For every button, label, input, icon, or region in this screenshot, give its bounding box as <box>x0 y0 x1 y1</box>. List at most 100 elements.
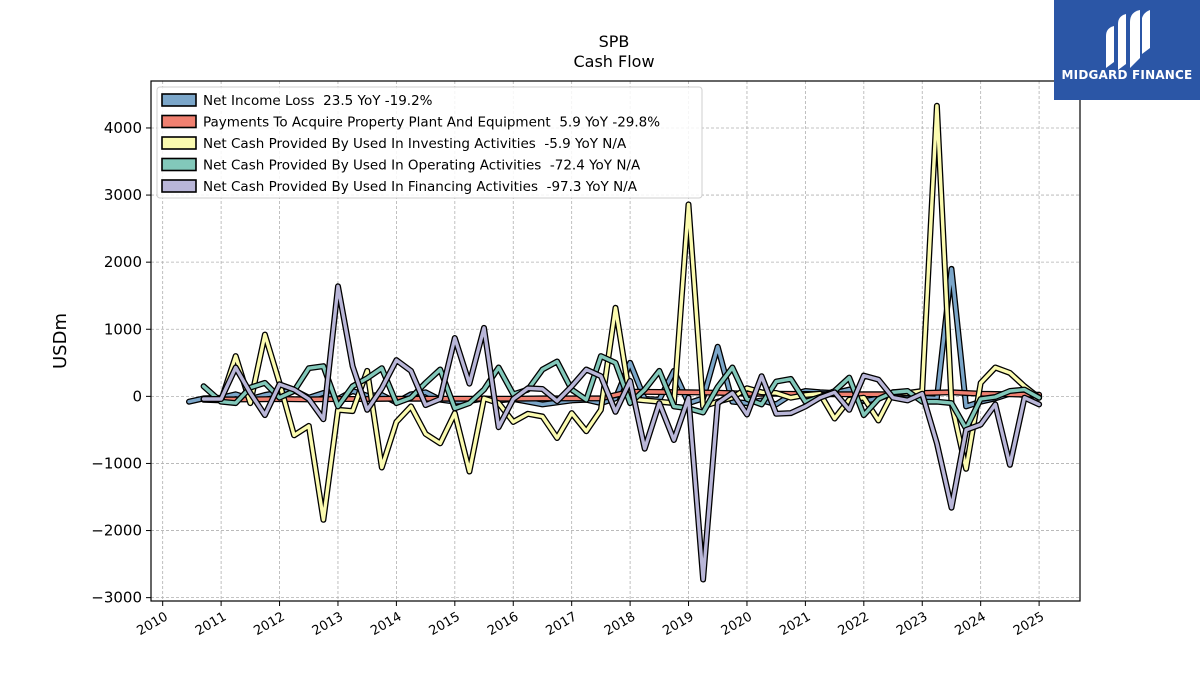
data-point <box>614 306 617 309</box>
data-point <box>453 412 456 415</box>
data-point <box>249 391 252 394</box>
data-point <box>307 424 310 427</box>
data-point <box>570 412 573 415</box>
data-point <box>702 578 705 581</box>
y-tick-label: 3000 <box>104 186 142 204</box>
data-point <box>950 267 953 270</box>
series-line <box>201 354 1041 431</box>
x-tick-label: 2015 <box>427 609 463 639</box>
data-point <box>263 333 266 336</box>
data-point <box>526 387 529 390</box>
data-point <box>497 426 500 429</box>
x-tick-label: 2025 <box>1011 609 1047 639</box>
data-point <box>745 413 748 416</box>
data-point <box>556 360 559 363</box>
legend-swatch <box>161 93 197 107</box>
data-point <box>877 378 880 381</box>
data-point <box>424 391 427 394</box>
data-point <box>278 383 281 386</box>
series-layer <box>186 102 1043 583</box>
x-tick-label: 2020 <box>719 609 755 639</box>
x-tick-label: 2017 <box>544 609 580 639</box>
data-point <box>570 397 573 400</box>
data-point <box>950 506 953 509</box>
data-point <box>234 366 237 369</box>
data-point <box>263 414 266 417</box>
data-point <box>965 405 968 408</box>
data-point <box>322 365 325 368</box>
data-point <box>468 382 471 385</box>
data-point <box>979 423 982 426</box>
data-point <box>585 430 588 433</box>
data-point <box>643 447 646 450</box>
legend-label: Net Income Loss 23.5 YoY -19.2% <box>203 93 433 109</box>
data-point <box>643 388 646 391</box>
data-point <box>395 359 398 362</box>
y-tick-label: 2000 <box>104 253 142 271</box>
data-point <box>556 400 559 403</box>
legend-swatch <box>161 114 197 129</box>
data-point <box>658 402 661 405</box>
data-point <box>234 402 237 405</box>
data-point <box>424 432 427 435</box>
data-point <box>862 414 865 417</box>
y-tick-label: 1000 <box>104 320 142 338</box>
data-point <box>745 387 748 390</box>
chart-title: SPB <box>599 32 630 51</box>
data-point <box>512 420 515 423</box>
data-point <box>702 411 705 414</box>
x-tick-label: 2011 <box>193 609 229 639</box>
data-point <box>687 391 690 394</box>
data-point <box>293 388 296 391</box>
legend: Net Income Loss 23.5 YoY -19.2% Payments … <box>156 86 703 199</box>
data-point <box>541 387 544 390</box>
x-tick-label: 2021 <box>777 609 813 639</box>
data-point <box>439 442 442 445</box>
x-tick-label: 2024 <box>953 609 989 639</box>
data-point <box>541 403 544 406</box>
data-point <box>877 397 880 400</box>
data-point <box>322 418 325 421</box>
data-point <box>293 434 296 437</box>
data-point <box>220 397 223 400</box>
data-point <box>570 385 573 388</box>
x-tick-label: 2013 <box>310 609 346 639</box>
data-point <box>629 379 632 382</box>
data-point <box>263 393 266 396</box>
data-point <box>891 396 894 399</box>
data-point <box>760 391 763 394</box>
y-tick-label: −2000 <box>91 522 142 540</box>
data-point <box>731 391 734 394</box>
data-point <box>994 366 997 369</box>
data-point <box>202 397 205 400</box>
data-point <box>249 402 252 405</box>
data-point <box>965 467 968 470</box>
data-point <box>921 392 924 395</box>
data-point <box>409 405 412 408</box>
series-4 <box>200 353 1043 432</box>
data-point <box>482 397 485 400</box>
data-point <box>307 397 310 400</box>
x-tick-label: 2014 <box>368 609 404 639</box>
data-point <box>950 402 953 405</box>
legend-label: Payments To Acquire Property Plant And E… <box>203 115 660 131</box>
data-point <box>202 385 205 388</box>
data-point <box>541 368 544 371</box>
series-line <box>201 284 1041 582</box>
data-point <box>848 376 851 379</box>
plot-frame <box>150 80 1081 602</box>
data-point <box>556 436 559 439</box>
data-point <box>307 367 310 370</box>
data-point <box>760 403 763 406</box>
data-point <box>877 419 880 422</box>
data-point <box>731 366 734 369</box>
data-point <box>789 377 792 380</box>
data-point <box>1023 396 1026 399</box>
data-point <box>848 408 851 411</box>
y-tick-label: 4000 <box>104 119 142 137</box>
data-point <box>366 369 369 372</box>
data-point <box>482 326 485 329</box>
data-point <box>234 355 237 358</box>
legend-swatch <box>161 179 197 193</box>
y-axis-label: USDm <box>50 313 71 369</box>
